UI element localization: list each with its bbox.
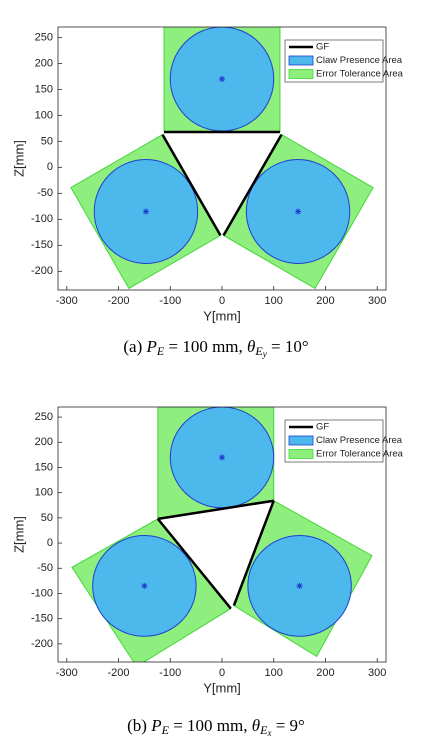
- caption-part: θ: [247, 337, 255, 356]
- caption-part: x: [266, 728, 271, 738]
- y-tick-label: 50: [41, 512, 53, 524]
- legend-swatch: [288, 55, 314, 66]
- legend-label: GF: [316, 42, 329, 53]
- caption-part: E: [259, 723, 268, 737]
- caption-part: E: [254, 344, 263, 358]
- caption-part: = 100 mm,: [169, 716, 252, 735]
- center-marker: [219, 75, 225, 82]
- caption-part: = 100 mm,: [164, 337, 247, 356]
- chart: -300 -200 -100 0 100 200 300 -200 -150 -100 -50 0 50…: [11, 406, 404, 738]
- x-tick-label: 100: [265, 667, 283, 679]
- x-tick-label: 300: [368, 295, 386, 307]
- gf-line: [222, 133, 283, 237]
- caption: (b) PE = 100 mm, θEx = 9°: [127, 716, 305, 738]
- y-tick-label: -100: [31, 213, 53, 225]
- y-tick-label: 200: [35, 436, 53, 448]
- caption-part: (a): [123, 337, 146, 356]
- y-tick-label: 0: [47, 537, 53, 549]
- legend-swatch: [288, 69, 314, 79]
- y-tick-label: -150: [31, 239, 53, 251]
- x-tick-label: 300: [368, 667, 386, 679]
- legend-label: Error Tolerance Area: [316, 69, 404, 80]
- y-tick-label: -200: [31, 265, 53, 277]
- caption-part: = 9°: [271, 716, 304, 735]
- gf-line: [161, 133, 222, 237]
- x-tick-label: -200: [108, 667, 130, 679]
- y-tick-label: 250: [35, 31, 53, 43]
- y-tick-label: 250: [35, 411, 53, 423]
- x-tick-label: 0: [219, 667, 225, 679]
- plot: [71, 407, 373, 662]
- gf-line: [156, 518, 232, 610]
- gf-line: [232, 500, 275, 607]
- y-tick-label: 50: [41, 135, 53, 147]
- caption-part: E: [156, 344, 165, 358]
- legend-swatch: [288, 435, 314, 446]
- plot: [70, 27, 374, 290]
- x-axis-label: Y[mm]: [203, 680, 241, 695]
- legend-swatch: [288, 449, 314, 459]
- y-axis-label: Z[mm]: [11, 516, 26, 553]
- caption: (a) PE = 100 mm, θEy = 10°: [123, 337, 308, 359]
- caption-part: E: [161, 723, 170, 737]
- caption-part: P: [146, 337, 157, 356]
- center-marker: [141, 582, 148, 589]
- legend-label: Claw Presence Area: [316, 435, 403, 446]
- center-marker: [295, 208, 302, 215]
- y-tick-label: -50: [37, 562, 53, 574]
- caption-part: (b): [127, 716, 151, 735]
- y-axis-label: Z[mm]: [11, 140, 26, 177]
- y-tick-label: -200: [31, 638, 53, 650]
- gf-line: [157, 499, 274, 521]
- center-marker: [296, 582, 303, 589]
- y-tick-label: -100: [31, 587, 53, 599]
- x-tick-label: 200: [316, 667, 334, 679]
- x-tick-label: -100: [159, 667, 181, 679]
- legend: GF Claw Presence Area Error Tolerance Area: [284, 39, 404, 83]
- legend-label: Claw Presence Area: [316, 55, 403, 66]
- legend: GF Claw Presence Area Error Tolerance Area: [284, 419, 404, 463]
- x-tick-label: -300: [56, 667, 78, 679]
- y-tick-label: 100: [35, 109, 53, 121]
- legend-label: GF: [316, 422, 329, 433]
- y-tick-label: 200: [35, 57, 53, 69]
- y-tick-label: 150: [35, 461, 53, 473]
- chart: -300 -200 -100 0 100 200 300 -200 -150 -100 -50 0 50…: [11, 26, 404, 359]
- legend-label: Error Tolerance Area: [316, 449, 404, 460]
- y-tick-label: -150: [31, 613, 53, 625]
- x-axis-label: Y[mm]: [203, 308, 241, 323]
- x-tick-label: 0: [219, 295, 225, 307]
- caption-part: P: [150, 716, 161, 735]
- x-tick-label: -300: [56, 295, 78, 307]
- y-tick-label: -50: [37, 187, 53, 199]
- x-tick-label: -100: [159, 295, 181, 307]
- caption-part: = 10°: [267, 337, 309, 356]
- x-tick-label: 200: [316, 295, 334, 307]
- center-marker: [219, 454, 225, 461]
- caption-part: y: [262, 349, 267, 359]
- y-tick-label: 0: [47, 161, 53, 173]
- center-marker: [142, 208, 149, 215]
- y-tick-label: 100: [35, 487, 53, 499]
- x-tick-label: 100: [265, 295, 283, 307]
- y-tick-label: 150: [35, 83, 53, 95]
- x-tick-label: -200: [108, 295, 130, 307]
- caption-part: θ: [252, 716, 260, 735]
